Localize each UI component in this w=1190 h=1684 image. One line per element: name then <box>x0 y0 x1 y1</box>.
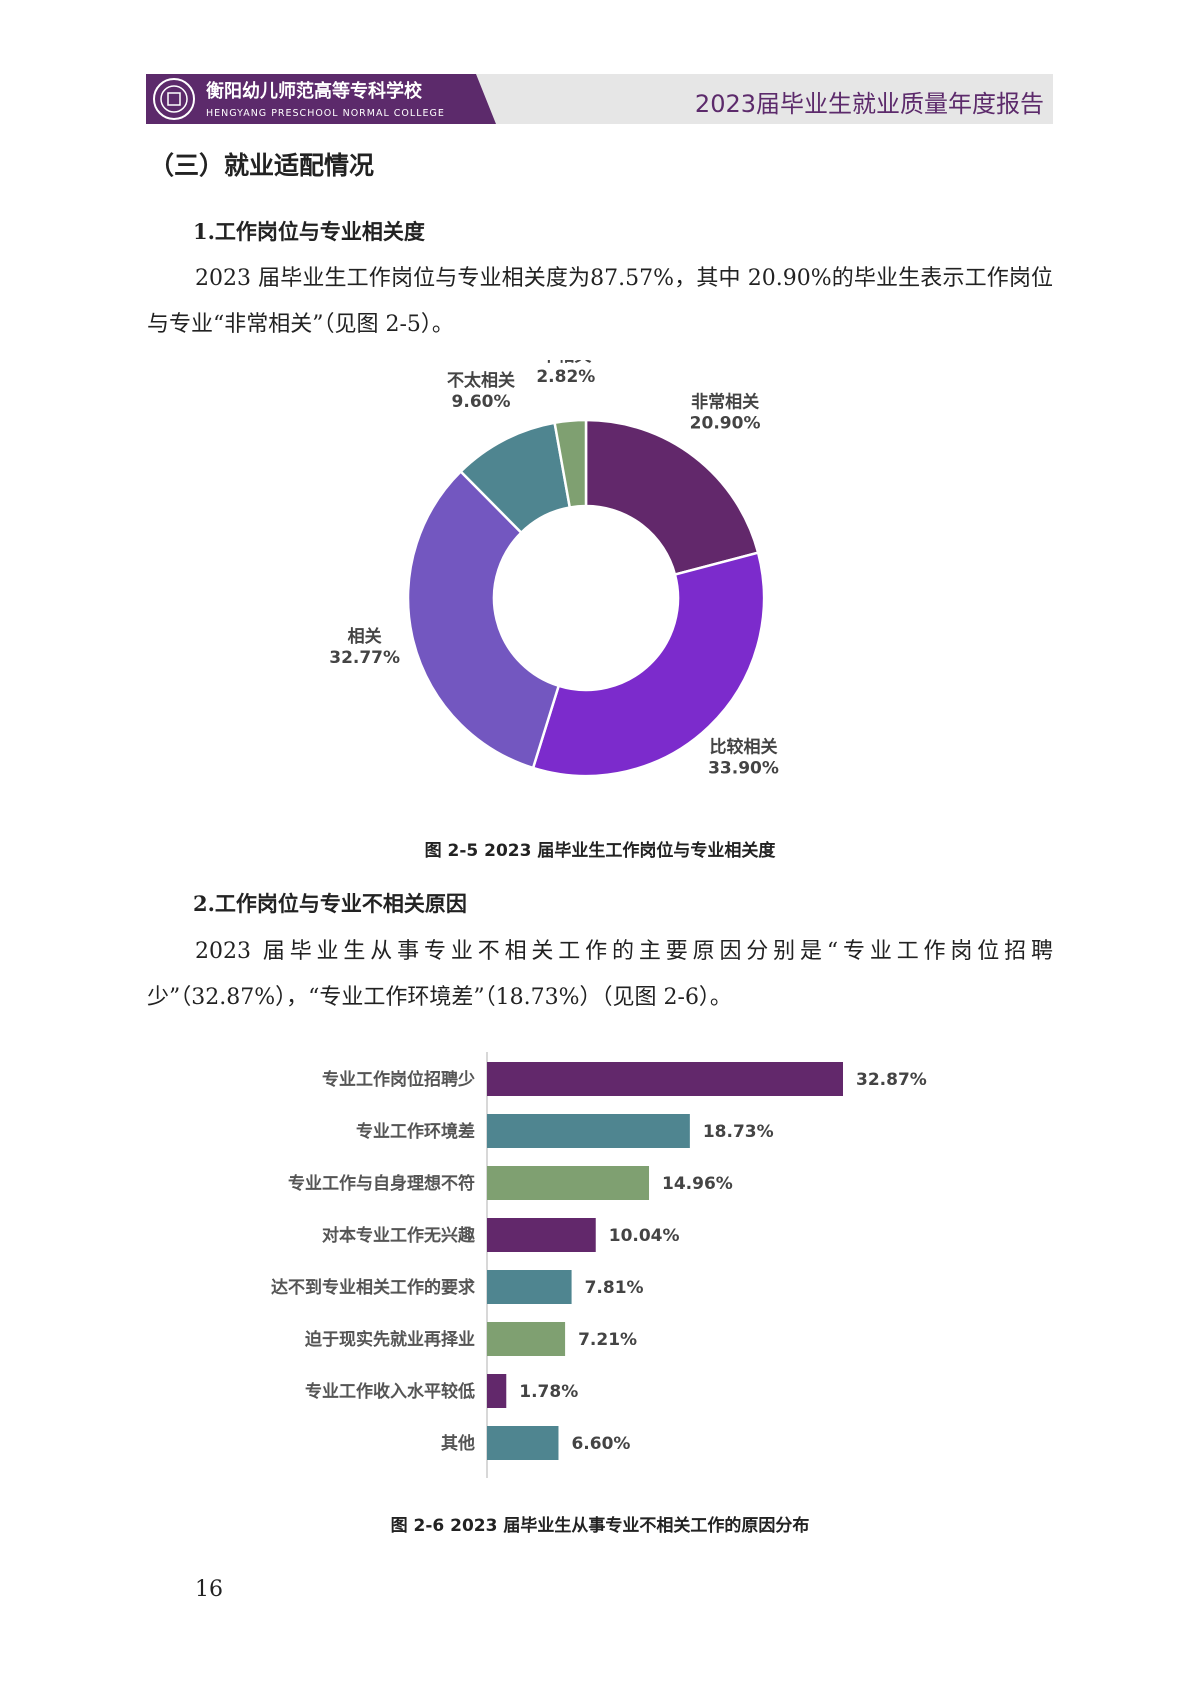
category-label: 迫于现实先就业再择业 <box>304 1329 475 1350</box>
value-label: 6.60% <box>571 1434 630 1454</box>
donut-slice <box>406 469 561 770</box>
category-label: 专业工作与自身理想不符 <box>288 1173 475 1194</box>
value-label: 1.78% <box>519 1382 578 1402</box>
slice-label: 不相关 <box>540 360 591 366</box>
slice-label: 比较相关 <box>709 737 777 758</box>
bar <box>487 1374 507 1408</box>
donut-slice <box>553 418 588 509</box>
category-label: 专业工作环境差 <box>356 1121 475 1142</box>
header-logo: 衡阳幼儿师范高等专科学校 HENGYANG PRESCHOOL NORMAL C… <box>146 74 496 124</box>
value-label: 18.73% <box>703 1122 774 1142</box>
donut-slice <box>531 551 766 778</box>
slice-value-label: 33.90% <box>708 759 779 779</box>
donut-slice <box>584 418 760 577</box>
category-label: 达不到专业相关工作的要求 <box>271 1277 475 1298</box>
category-label: 专业工作岗位招聘少 <box>322 1069 475 1090</box>
slice-value-label: 32.77% <box>329 648 400 668</box>
subsection-title: 1.工作岗位与专业相关度 <box>193 219 425 244</box>
section-title: （三）就业适配情况 <box>149 151 375 180</box>
bar <box>487 1426 559 1460</box>
slice-label: 相关 <box>348 626 382 647</box>
bar <box>487 1114 690 1148</box>
bar <box>487 1270 572 1304</box>
slice-value-label: 2.82% <box>536 367 595 387</box>
report-title: 2023届毕业生就业质量年度报告 <box>694 90 1044 118</box>
value-label: 14.96% <box>662 1174 733 1194</box>
slice-value-label: 20.90% <box>690 414 761 434</box>
value-label: 32.87% <box>856 1070 927 1090</box>
figure-caption: 图 2-5 2023 届毕业生工作岗位与专业相关度 <box>424 841 776 861</box>
bar-chart: 专业工作岗位招聘少 32.87% 专业工作环境差 18.73% 专业工作与自身理想不符 1… <box>271 1052 927 1478</box>
bar <box>487 1062 843 1096</box>
subsection-title: 2.工作岗位与专业不相关原因 <box>193 891 467 916</box>
bar <box>487 1322 566 1356</box>
figure-caption: 图 2-6 2023 届毕业生从事专业不相关工作的原因分布 <box>390 1516 810 1536</box>
school-name-en: HENGYANG PRESCHOOL NORMAL COLLEGE <box>206 108 445 119</box>
paragraph: 2023 届毕业生从事专业不相关工作的主要原因分别是“专业工作岗位招聘少”（32… <box>147 939 1053 1010</box>
value-label: 7.81% <box>585 1278 644 1298</box>
value-label: 10.04% <box>609 1226 680 1246</box>
page-number: 16 <box>195 1577 223 1602</box>
slice-label: 不太相关 <box>447 370 515 391</box>
value-label: 7.21% <box>578 1330 637 1350</box>
slice-label: 非常相关 <box>691 392 759 413</box>
bar <box>487 1166 650 1200</box>
school-name-cn: 衡阳幼儿师范高等专科学校 <box>206 80 423 102</box>
category-label: 对本专业工作无兴趣 <box>322 1225 476 1246</box>
paragraph: 2023 届毕业生工作岗位与专业相关度为87.57%，其中 20.90%的毕业生… <box>147 266 1053 337</box>
category-label: 专业工作收入水平较低 <box>305 1381 475 1402</box>
slice-value-label: 9.60% <box>452 392 511 412</box>
bar <box>487 1218 596 1252</box>
category-label: 其他 <box>441 1433 475 1454</box>
